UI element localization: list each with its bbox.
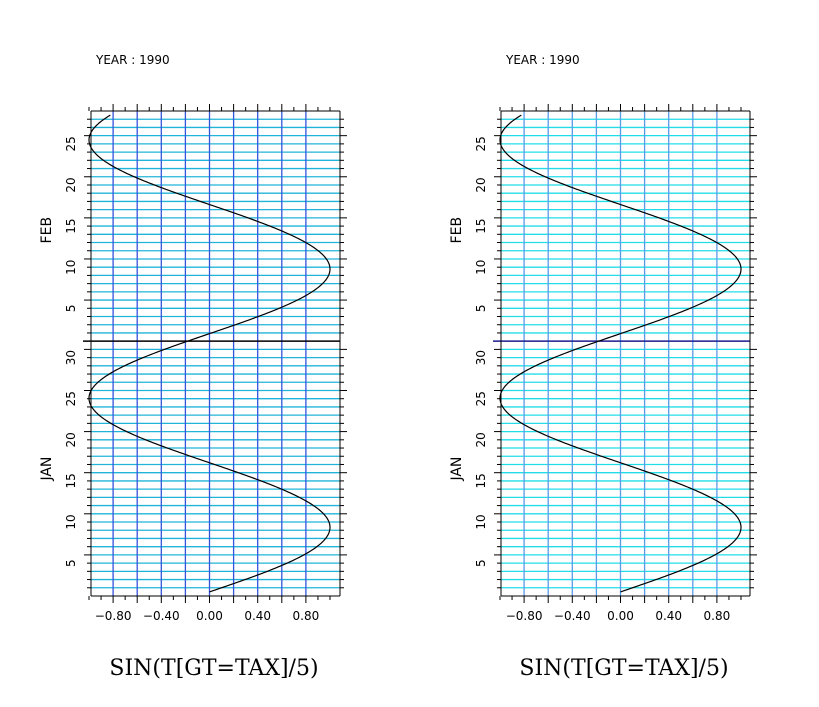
y-tick-label: 15 xyxy=(474,473,488,488)
x-tick-label: −0.40 xyxy=(554,609,591,623)
x-axis-label: SIN(T[GT=TAX]/5) xyxy=(519,656,728,681)
y-tick-label: 30 xyxy=(64,350,78,365)
x-tick-label: 0.40 xyxy=(655,609,682,623)
y-tick-label: 25 xyxy=(474,136,488,151)
x-tick-label: −0.80 xyxy=(506,609,543,623)
y-tick-label: 10 xyxy=(64,260,78,275)
y-tick-label: 15 xyxy=(64,473,78,488)
chart-title: YEAR : 1990 xyxy=(95,53,170,67)
chart-title: YEAR : 1990 xyxy=(505,53,580,67)
y-tick-label: 25 xyxy=(64,136,78,151)
y-tick-label: 25 xyxy=(64,391,78,406)
y-tick-label: 10 xyxy=(64,514,78,529)
y-tick-label: 5 xyxy=(64,304,78,312)
y-tick-label: 20 xyxy=(64,432,78,447)
y-tick-label: 20 xyxy=(474,177,488,192)
month-label: FEB xyxy=(39,217,55,244)
y-tick-label: 5 xyxy=(474,304,488,312)
y-tick-label: 10 xyxy=(474,260,488,275)
y-tick-label: 5 xyxy=(474,559,488,567)
y-tick-label: 5 xyxy=(64,559,78,567)
x-tick-label: 0.40 xyxy=(244,609,271,623)
series-line xyxy=(499,114,742,593)
y-tick-label: 25 xyxy=(474,391,488,406)
x-tick-label: −0.80 xyxy=(95,609,132,623)
y-tick-label: 20 xyxy=(474,432,488,447)
x-tick-label: −0.40 xyxy=(143,609,180,623)
y-tick-label: 10 xyxy=(474,514,488,529)
x-tick-label: 0.80 xyxy=(293,609,320,623)
y-tick-label: 15 xyxy=(64,218,78,233)
y-tick-label: 30 xyxy=(474,350,488,365)
month-label: FEB xyxy=(449,217,465,244)
series-line xyxy=(88,114,331,593)
chart-panel-right: −0.80 −0.40 0.00 0.40 0.80 5 10 15 20 25 30 5 10 15 20… xyxy=(449,53,757,681)
y-tick-label: 15 xyxy=(474,218,488,233)
month-label: JAN xyxy=(39,457,55,482)
x-axis-label: SIN(T[GT=TAX]/5) xyxy=(109,656,318,681)
x-tick-label: 0.00 xyxy=(196,609,223,623)
month-label: JAN xyxy=(449,457,465,482)
x-tick-label: 0.80 xyxy=(704,609,731,623)
chart-panel-left: −0.80 −0.40 0.00 0.40 0.80 5 10 15 20 25 30 5 10 15 20… xyxy=(39,53,347,681)
y-tick-label: 20 xyxy=(64,177,78,192)
x-tick-label: 0.00 xyxy=(607,609,634,623)
